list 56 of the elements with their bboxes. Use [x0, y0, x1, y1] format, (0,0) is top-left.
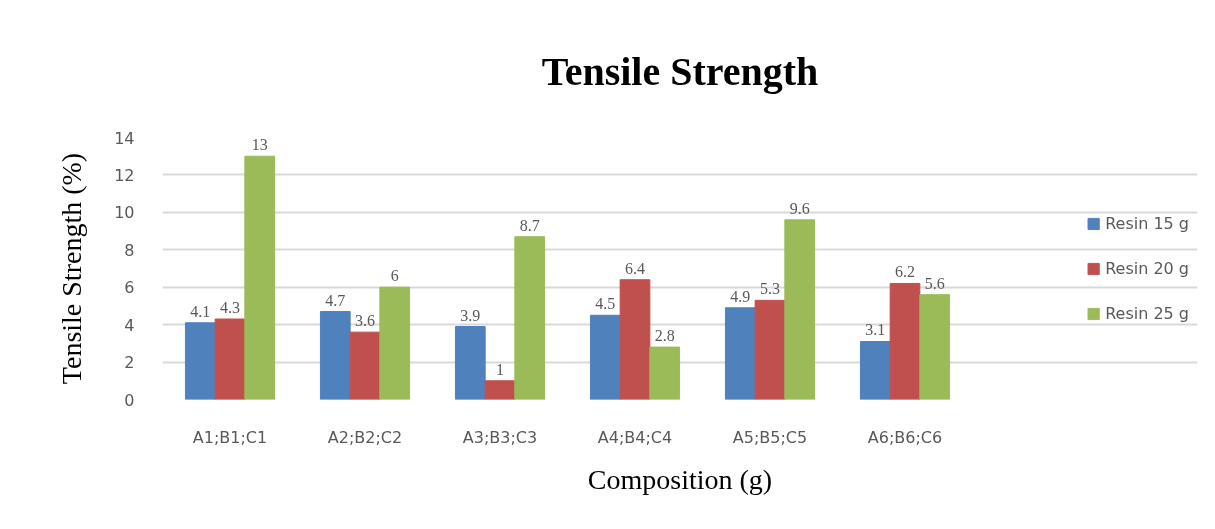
y-tick-label: 6	[124, 278, 135, 298]
bar	[724, 307, 756, 400]
data-label: 4.9	[730, 287, 751, 305]
y-axis-title: Tensile Strength (%)	[56, 152, 88, 385]
x-tick-label: A6;B6;C6	[867, 427, 943, 447]
x-tick-label: A2;B2;C2	[327, 427, 403, 447]
x-tick-label: A5;B5;C5	[732, 427, 808, 447]
y-tick-label: 12	[114, 165, 135, 185]
data-label: 3.1	[865, 321, 886, 339]
x-tick-label: A3;B3;C3	[462, 427, 538, 447]
bar	[379, 286, 411, 400]
legend-label: Resin 15 g	[1105, 213, 1189, 233]
bar	[214, 318, 246, 400]
data-label: 6.2	[895, 263, 915, 281]
data-label: 6	[390, 267, 399, 285]
y-tick-label: 0	[124, 390, 135, 410]
chart-title: Tensile Strength	[541, 48, 819, 94]
data-label: 8.7	[519, 216, 540, 234]
y-tick-label: 14	[114, 128, 135, 148]
bar	[649, 346, 681, 400]
x-tick-label: A1;B1;C1	[192, 427, 268, 447]
bar	[454, 326, 486, 400]
x-axis-title: Composition (g)	[587, 463, 773, 495]
data-label: 4.3	[220, 299, 240, 317]
bar	[349, 331, 381, 400]
bar	[319, 311, 351, 400]
bar	[244, 155, 276, 400]
x-tick-label: A4;B4;C4	[597, 427, 673, 447]
data-label: 5.3	[760, 280, 780, 298]
data-label: 4.5	[595, 295, 616, 313]
legend-label: Resin 25 g	[1105, 303, 1189, 323]
bar	[919, 294, 951, 400]
y-tick-label: 8	[124, 240, 135, 260]
bar	[484, 380, 516, 400]
bar	[754, 299, 786, 400]
bar	[589, 314, 621, 400]
y-tick-label: 10	[114, 203, 135, 223]
bar	[889, 282, 921, 400]
data-label: 3.6	[355, 312, 375, 330]
data-label: 9.6	[789, 199, 810, 217]
data-label: 2.8	[654, 327, 675, 345]
data-label: 4.7	[325, 291, 346, 309]
legend-label: Resin 20 g	[1105, 258, 1189, 278]
y-tick-label: 2	[124, 353, 135, 373]
bar	[784, 219, 816, 400]
data-label: 13	[251, 136, 268, 154]
data-label: 3.9	[460, 306, 481, 324]
bar	[184, 322, 216, 400]
y-tick-label: 4	[124, 315, 135, 335]
bar	[619, 279, 651, 400]
bar	[514, 236, 546, 400]
data-label: 5.6	[924, 274, 945, 292]
data-label: 1	[496, 360, 504, 378]
data-label: 6.4	[625, 259, 645, 277]
bar	[859, 340, 891, 400]
data-label: 4.1	[190, 302, 211, 320]
